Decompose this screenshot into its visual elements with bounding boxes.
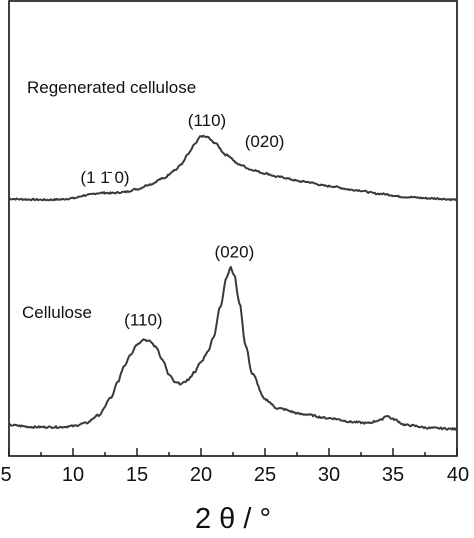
series-label-regenerated: Regenerated cellulose xyxy=(27,78,196,97)
x-tick-label: 5 xyxy=(0,464,11,486)
x-tick-label: 20 xyxy=(190,464,212,486)
peak-annotation: (1 1̄ 0) xyxy=(80,168,129,187)
series-line-regenerated-cellulose xyxy=(8,134,458,202)
x-tick-label: 40 xyxy=(447,464,469,486)
x-tick-label: 15 xyxy=(126,464,148,486)
x-ticks: 5 10 15 20 25 30 35 40 xyxy=(0,448,469,486)
series-group xyxy=(8,134,458,431)
x-tick-label: 25 xyxy=(254,464,276,486)
series-label-cellulose: Cellulose xyxy=(22,303,92,322)
x-tick-label: 35 xyxy=(382,464,404,486)
peak-annotations: (1 1̄ 0) (110) (020) (110) (020) xyxy=(80,111,284,329)
x-tick-label: 30 xyxy=(318,464,340,486)
peak-annotation: (110) xyxy=(124,310,162,329)
peak-annotation: (020) xyxy=(215,243,255,262)
series-line-cellulose xyxy=(8,265,458,431)
x-tick-label: 10 xyxy=(62,464,84,486)
x-axis-label: 2 θ / ° xyxy=(195,503,271,535)
peak-annotation: (020) xyxy=(245,132,285,151)
peak-annotation: (110) xyxy=(188,111,226,130)
plot-frame xyxy=(8,0,458,457)
